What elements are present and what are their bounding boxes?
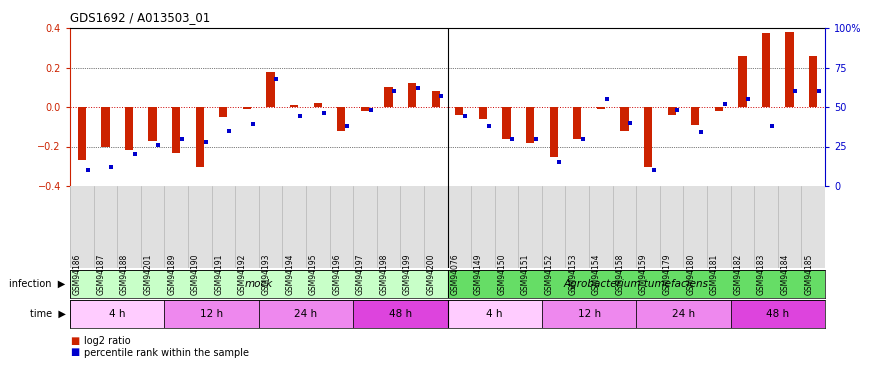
Text: log2 ratio: log2 ratio [84,336,131,346]
Bar [667,107,676,115]
Text: 4 h: 4 h [109,309,126,319]
Bar [809,56,818,107]
Bar [550,107,558,158]
Bar [78,107,86,160]
Bar [738,56,747,107]
Text: 48 h: 48 h [389,309,412,319]
Bar [715,107,723,111]
Bar [70,270,448,298]
Bar [313,103,322,107]
Bar [786,32,794,107]
Text: mock: mock [244,279,273,289]
Text: 12 h: 12 h [200,309,223,319]
Bar [620,107,628,131]
Text: 12 h: 12 h [578,309,601,319]
Bar [172,107,181,153]
Bar [353,300,448,328]
Bar [573,107,581,139]
Text: infection  ▶: infection ▶ [10,279,65,289]
Text: time  ▶: time ▶ [30,309,65,319]
Text: percentile rank within the sample: percentile rank within the sample [84,348,250,357]
Bar [691,107,699,125]
Bar [448,300,542,328]
Bar [258,300,353,328]
Text: 4 h: 4 h [487,309,503,319]
Bar [219,107,227,117]
Bar [384,87,393,107]
Bar [361,107,369,111]
Bar [70,300,165,328]
Text: ■: ■ [70,348,80,357]
Text: 48 h: 48 h [766,309,789,319]
Bar [408,83,416,107]
Bar [337,107,345,131]
Bar [636,300,731,328]
Bar [290,105,298,107]
Bar [432,91,440,107]
Bar [503,107,511,139]
Text: ■: ■ [70,336,80,346]
Bar [125,107,133,150]
Bar [596,107,605,109]
Bar [196,107,204,167]
Bar [542,300,636,328]
Text: 24 h: 24 h [295,309,318,319]
Bar [165,300,258,328]
Bar [149,107,157,141]
Bar [448,270,825,298]
Bar [242,107,251,109]
Bar [101,107,110,147]
Bar [479,107,487,119]
Text: Agrobacterium tumefaciens: Agrobacterium tumefaciens [564,279,709,289]
Bar [762,33,770,107]
Bar [266,72,274,107]
Bar [731,300,825,328]
Bar [455,107,464,115]
Text: 24 h: 24 h [672,309,695,319]
Bar [644,107,652,167]
Text: GDS1692 / A013503_01: GDS1692 / A013503_01 [70,11,211,24]
Bar [526,107,535,142]
